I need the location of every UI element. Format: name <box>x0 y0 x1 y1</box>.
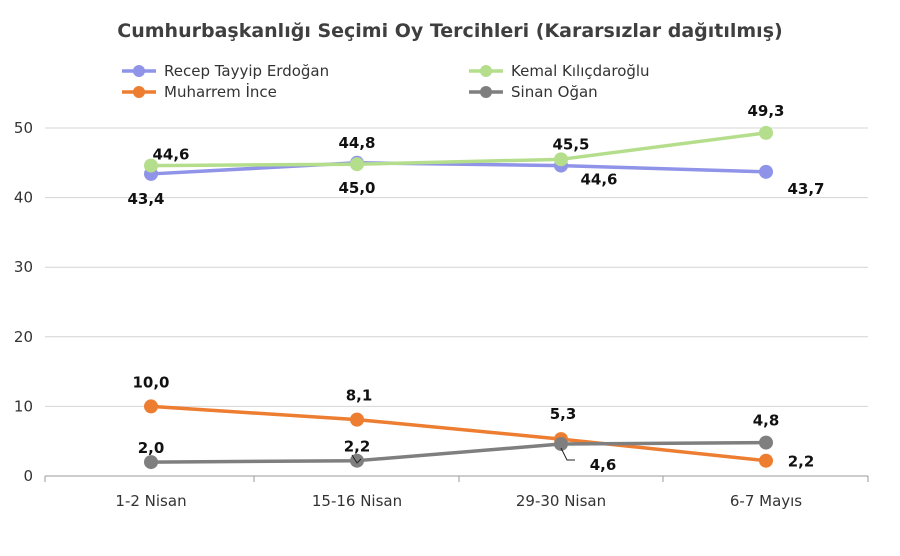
data-label: 44,8 <box>338 134 375 152</box>
data-label: 2,2 <box>344 438 371 456</box>
legend-label: Recep Tayyip Erdoğan <box>164 62 329 80</box>
data-label: 45,5 <box>552 135 589 153</box>
data-point <box>144 399 158 414</box>
x-tick-label: 6-7 Mayıs <box>730 492 802 510</box>
data-label: 44,6 <box>152 146 189 164</box>
y-tick-label: 0 <box>23 467 33 485</box>
data-label: 10,0 <box>132 373 169 391</box>
leader-line <box>560 447 575 461</box>
data-label: 2,2 <box>788 453 815 471</box>
data-label: 44,6 <box>580 171 617 189</box>
legend-marker <box>480 65 492 77</box>
data-point <box>350 157 364 172</box>
data-label: 4,6 <box>590 456 617 474</box>
x-tick-label: 1-2 Nisan <box>115 492 186 510</box>
data-point <box>554 152 568 167</box>
series-line <box>150 161 767 176</box>
data-point <box>350 412 364 427</box>
data-label: 45,0 <box>338 179 375 197</box>
y-tick-label: 40 <box>14 189 33 207</box>
data-label: 4,8 <box>753 412 780 430</box>
y-tick-label: 30 <box>14 258 33 276</box>
series-line <box>150 440 767 464</box>
data-point <box>759 453 773 468</box>
y-tick-label: 10 <box>14 397 33 415</box>
x-tick-label: 15-16 Nisan <box>312 492 402 510</box>
legend-marker <box>133 65 145 77</box>
legend-marker <box>480 86 492 98</box>
data-point <box>759 435 773 450</box>
series-line <box>150 131 767 168</box>
data-label: 43,4 <box>127 190 164 208</box>
chart-title: Cumhurbaşkanlığı Seçimi Oy Tercihleri (K… <box>117 20 783 42</box>
leader-line <box>351 454 362 464</box>
y-tick-label: 20 <box>14 328 33 346</box>
x-tick-label: 29-30 Nisan <box>516 492 606 510</box>
data-label: 5,3 <box>550 405 577 423</box>
data-label: 43,7 <box>787 180 824 198</box>
legend-label: Muharrem İnce <box>164 82 277 101</box>
series-line <box>150 404 767 463</box>
legend-label: Sinan Oğan <box>511 83 598 101</box>
legend-label: Kemal Kılıçdaroğlu <box>511 62 650 80</box>
data-label: 2,0 <box>138 439 165 457</box>
data-point <box>144 455 158 470</box>
data-label: 49,3 <box>747 102 784 120</box>
legend-marker <box>133 86 145 98</box>
data-label: 8,1 <box>346 387 373 405</box>
data-point <box>554 436 568 451</box>
y-tick-label: 50 <box>14 119 33 137</box>
data-point <box>144 158 158 173</box>
data-point <box>759 164 773 179</box>
data-point <box>759 125 773 140</box>
